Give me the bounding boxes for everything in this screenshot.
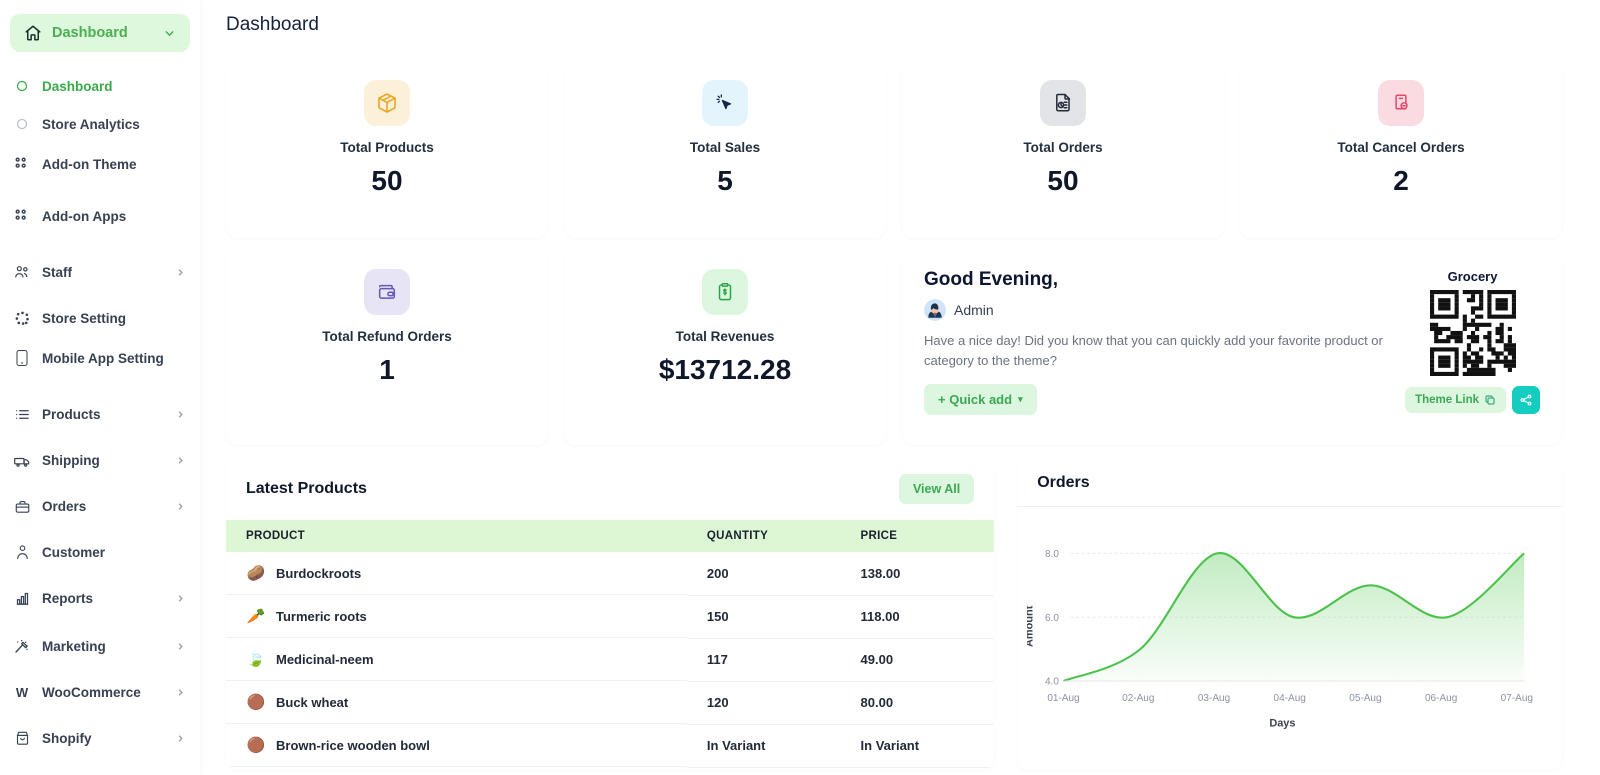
svg-text:01-Aug: 01-Aug bbox=[1048, 693, 1080, 704]
svg-text:04-Aug: 04-Aug bbox=[1274, 693, 1306, 704]
svg-text:6.0: 6.0 bbox=[1045, 613, 1059, 624]
svg-text:8.0: 8.0 bbox=[1045, 549, 1059, 560]
svg-text:Days: Days bbox=[1270, 718, 1296, 730]
svg-text:07-Aug: 07-Aug bbox=[1501, 693, 1533, 704]
svg-text:03-Aug: 03-Aug bbox=[1198, 693, 1230, 704]
svg-text:06-Aug: 06-Aug bbox=[1425, 693, 1457, 704]
svg-text:02-Aug: 02-Aug bbox=[1122, 693, 1154, 704]
svg-text:Amount: Amount bbox=[1027, 605, 1035, 647]
svg-text:4.0: 4.0 bbox=[1045, 677, 1059, 688]
svg-text:05-Aug: 05-Aug bbox=[1349, 693, 1381, 704]
